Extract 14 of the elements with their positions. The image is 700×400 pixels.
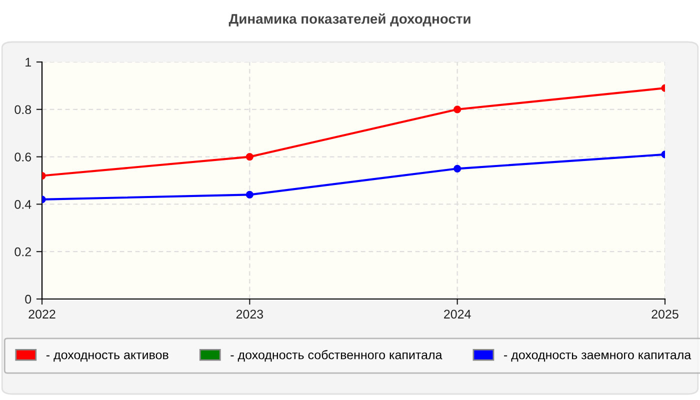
y-tick-label: 0.2 xyxy=(14,247,31,256)
legend-label: - доходность собственного капитала xyxy=(230,350,442,362)
x-tick-label: 2023 xyxy=(236,310,264,319)
x-tick-label: 2024 xyxy=(444,310,471,319)
legend-label: - доходность заемного капитала xyxy=(504,352,692,362)
y-tick-label: 0 xyxy=(25,294,32,304)
y-tick-label: 0.8 xyxy=(14,105,32,114)
chart-title: Динамика показателей доходности xyxy=(228,13,470,26)
y-tick-label: 0.6 xyxy=(14,152,32,162)
x-tick-label: 2025 xyxy=(652,310,678,319)
y-tick-label: 1 xyxy=(26,58,31,67)
x-tick-label: 2022 xyxy=(28,310,56,319)
y-tick-label: 0.4 xyxy=(14,200,32,209)
legend-label: - доходность активов xyxy=(46,352,168,362)
